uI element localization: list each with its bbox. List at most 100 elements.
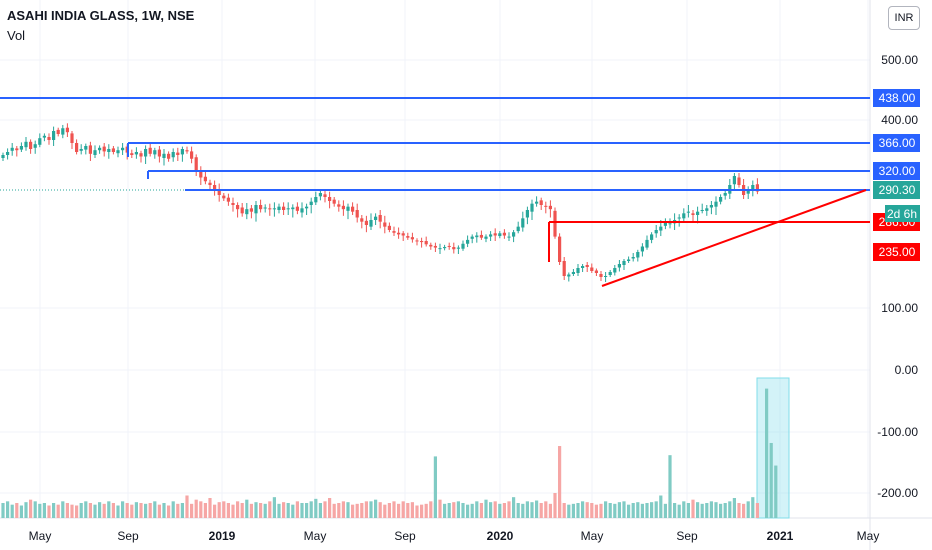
candle-body-34 xyxy=(157,149,161,157)
candle-body-127 xyxy=(585,265,589,267)
volume-bar-77 xyxy=(355,503,359,518)
candle-body-107 xyxy=(493,233,497,236)
candle-body-37 xyxy=(171,152,175,158)
volume-bar-72 xyxy=(332,503,336,518)
volume-bar-87 xyxy=(401,501,405,518)
candle-body-75 xyxy=(346,206,350,211)
volume-bar-5 xyxy=(24,502,28,518)
volume-bar-73 xyxy=(337,503,341,518)
volume-bar-108 xyxy=(498,503,502,518)
candle-body-111 xyxy=(512,232,516,237)
candle-body-72 xyxy=(332,199,336,204)
volume-bar-78 xyxy=(360,503,364,518)
candle-body-14 xyxy=(65,127,69,133)
candle-body-18 xyxy=(84,146,88,150)
volume-bar-69 xyxy=(318,503,322,518)
time-axis-label-9: May xyxy=(857,529,880,543)
candle-body-24 xyxy=(111,148,115,152)
volume-bar-48 xyxy=(222,501,226,518)
volume-bar-156 xyxy=(719,503,723,518)
volume-bar-122 xyxy=(562,503,566,518)
candle-body-83 xyxy=(383,222,387,227)
volume-bar-20 xyxy=(93,504,97,518)
volume-bar-40 xyxy=(185,495,189,518)
volume-bar-76 xyxy=(351,504,355,518)
candle-body-126 xyxy=(581,266,585,268)
candle-body-73 xyxy=(337,204,341,207)
volume-bar-92 xyxy=(424,503,428,518)
candle-body-10 xyxy=(47,137,51,140)
volume-bar-117 xyxy=(539,503,543,518)
volume-bar-1 xyxy=(6,501,10,518)
volume-bar-146 xyxy=(673,503,677,518)
candle-body-23 xyxy=(107,149,111,152)
candle-body-137 xyxy=(631,257,635,259)
candle-body-118 xyxy=(544,205,548,207)
volume-bar-42 xyxy=(194,499,198,518)
volume-spike-5 xyxy=(774,465,778,518)
volume-bar-104 xyxy=(479,503,483,518)
volume-bar-74 xyxy=(341,501,345,518)
candle-body-157 xyxy=(723,193,727,196)
candle-body-144 xyxy=(663,221,667,226)
volume-bar-64 xyxy=(295,501,299,518)
volume-bar-123 xyxy=(567,504,571,518)
candle-body-80 xyxy=(369,220,373,227)
candle-body-112 xyxy=(516,226,520,232)
volume-bar-52 xyxy=(240,503,244,518)
candle-body-128 xyxy=(590,267,594,271)
candle-body-77 xyxy=(355,210,359,218)
volume-bar-16 xyxy=(75,505,79,518)
candle-body-82 xyxy=(378,215,382,222)
currency-button[interactable]: INR xyxy=(888,6,920,30)
volume-bar-2 xyxy=(10,504,14,518)
candle-body-69 xyxy=(318,193,322,197)
candle-body-160 xyxy=(737,177,741,185)
candle-body-102 xyxy=(470,236,474,239)
candle-body-36 xyxy=(167,153,171,159)
volume-spike-1 xyxy=(558,446,562,518)
volume-bar-148 xyxy=(682,501,686,518)
volume-bar-130 xyxy=(599,503,603,518)
candle-body-32 xyxy=(148,147,152,154)
candle-body-70 xyxy=(323,194,327,197)
volume-bar-102 xyxy=(470,503,474,518)
candle-body-63 xyxy=(291,207,295,210)
volume-bar-35 xyxy=(162,503,166,518)
candle-body-140 xyxy=(645,239,649,248)
volume-bar-26 xyxy=(121,501,125,518)
volume-bar-81 xyxy=(374,499,378,518)
candle-body-61 xyxy=(282,206,286,210)
current-price-bg xyxy=(873,181,920,199)
volume-bar-164 xyxy=(755,503,759,518)
candle-body-4 xyxy=(19,146,23,150)
candle-body-59 xyxy=(272,208,276,210)
candle-body-139 xyxy=(640,246,644,252)
candle-body-13 xyxy=(61,128,65,135)
volume-bar-124 xyxy=(571,503,575,518)
volume-bar-79 xyxy=(364,501,368,518)
volume-bar-90 xyxy=(415,505,419,518)
candle-body-152 xyxy=(700,210,704,211)
volume-bar-47 xyxy=(217,502,221,518)
volume-bar-36 xyxy=(167,505,171,518)
candle-body-22 xyxy=(102,146,106,152)
candle-body-129 xyxy=(594,270,598,273)
candle-body-148 xyxy=(682,213,686,219)
candle-body-98 xyxy=(452,247,456,250)
volume-bar-23 xyxy=(107,501,111,518)
volume-bar-129 xyxy=(594,504,598,518)
volume-bar-154 xyxy=(709,501,713,518)
candle-body-19 xyxy=(88,145,92,154)
volume-bar-39 xyxy=(180,503,184,518)
volume-bar-103 xyxy=(475,501,479,518)
candle-body-21 xyxy=(98,147,102,151)
time-axis-label-6: May xyxy=(581,529,604,543)
volume-bar-140 xyxy=(645,503,649,518)
candle-body-56 xyxy=(259,205,263,210)
candle-body-53 xyxy=(245,209,249,215)
extra-label-bg xyxy=(873,243,920,261)
candle-body-5 xyxy=(24,141,28,148)
candle-body-123 xyxy=(567,274,571,277)
